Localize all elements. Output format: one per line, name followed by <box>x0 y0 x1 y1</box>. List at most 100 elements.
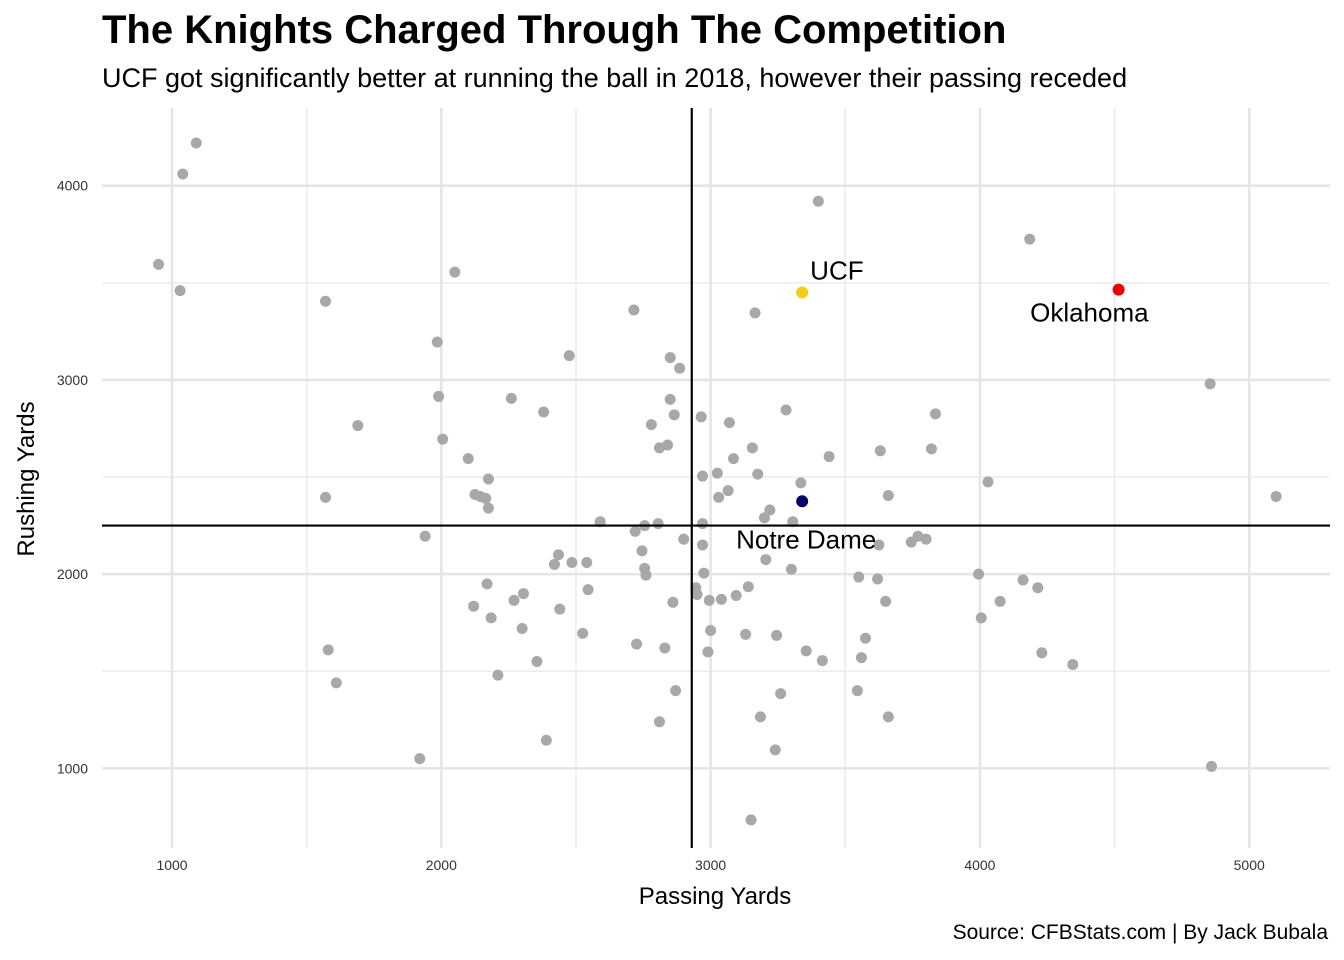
data-point <box>1270 490 1282 502</box>
data-point <box>1032 582 1044 594</box>
data-point <box>320 491 332 503</box>
data-point <box>695 411 707 423</box>
highlight-point-oklahoma <box>1112 283 1125 296</box>
data-point <box>352 420 364 432</box>
data-point <box>640 569 652 581</box>
data-point <box>508 594 520 606</box>
data-point <box>703 594 715 606</box>
data-point <box>713 491 725 503</box>
data-point <box>745 814 757 826</box>
data-point <box>653 716 665 728</box>
data-point <box>629 525 641 537</box>
data-point <box>674 362 686 374</box>
x-tick-label: 2000 <box>426 857 457 873</box>
highlight-point-notre-dame <box>796 495 809 508</box>
data-point <box>754 711 766 723</box>
data-point <box>711 467 723 479</box>
data-point <box>437 433 449 445</box>
data-point <box>749 307 761 319</box>
chart-title: The Knights Charged Through The Competit… <box>102 8 1007 52</box>
data-point <box>752 468 764 480</box>
data-point <box>433 390 445 402</box>
data-point <box>785 563 797 575</box>
data-point <box>505 392 517 404</box>
data-point <box>812 195 824 207</box>
data-point <box>853 571 865 583</box>
x-tick-label: 5000 <box>1234 857 1265 873</box>
data-point <box>645 419 657 431</box>
data-point <box>419 530 431 542</box>
data-point <box>667 596 679 608</box>
data-point <box>540 734 552 746</box>
x-tick-label: 3000 <box>695 857 726 873</box>
data-point <box>760 554 772 566</box>
data-point <box>920 533 932 545</box>
data-point <box>882 489 894 501</box>
data-point <box>882 711 894 723</box>
chart-subtitle: UCF got significantly better at running … <box>102 63 1128 93</box>
data-point <box>859 632 871 644</box>
data-point <box>581 556 593 568</box>
highlight-point-ucf <box>796 286 809 299</box>
data-point <box>787 516 799 528</box>
data-point <box>1067 658 1079 670</box>
data-point <box>449 266 461 278</box>
data-point <box>517 588 529 600</box>
data-point <box>771 629 783 641</box>
data-point <box>668 409 680 421</box>
data-point <box>722 485 734 497</box>
data-point <box>816 655 828 667</box>
data-point <box>705 624 717 636</box>
data-point <box>594 516 606 528</box>
data-point <box>873 539 885 551</box>
data-point <box>563 350 575 362</box>
data-point <box>531 656 543 668</box>
data-point <box>1204 378 1216 390</box>
data-point <box>764 504 776 516</box>
data-point <box>174 285 186 297</box>
data-points <box>153 137 1282 826</box>
data-point <box>851 685 863 697</box>
data-point <box>582 584 594 596</box>
y-tick-label: 4000 <box>57 178 88 194</box>
data-point <box>746 442 758 454</box>
data-point <box>1206 760 1218 772</box>
data-point <box>414 753 426 765</box>
data-point <box>769 744 781 756</box>
data-point <box>929 408 941 420</box>
data-point <box>678 533 690 545</box>
data-point <box>431 336 443 348</box>
reference-lines <box>102 108 1330 848</box>
y-tick-label: 1000 <box>57 760 88 776</box>
data-point <box>975 612 987 624</box>
data-point <box>468 600 480 612</box>
data-point <box>566 556 578 568</box>
major-gridlines <box>102 108 1330 848</box>
data-point <box>758 512 770 524</box>
data-point <box>516 623 528 635</box>
data-point <box>728 453 740 465</box>
y-tick-label: 2000 <box>57 566 88 582</box>
x-tick-label: 1000 <box>156 857 187 873</box>
data-point <box>872 573 884 585</box>
data-point <box>652 518 664 530</box>
data-point <box>1024 233 1036 245</box>
data-point <box>482 473 494 485</box>
data-point <box>662 439 674 451</box>
data-point <box>715 593 727 605</box>
data-point <box>800 645 812 657</box>
data-point <box>1036 647 1048 659</box>
chart-caption: Source: CFBStats.com | By Jack Bubala <box>952 921 1328 944</box>
data-point <box>190 137 202 149</box>
data-point <box>659 642 671 654</box>
data-point <box>723 417 735 429</box>
data-point <box>697 518 709 530</box>
data-point <box>485 612 497 624</box>
data-point <box>697 470 709 482</box>
data-point <box>973 568 985 580</box>
x-tick-label: 4000 <box>964 857 995 873</box>
data-point <box>874 445 886 457</box>
data-point <box>691 589 703 601</box>
data-point <box>482 502 494 514</box>
